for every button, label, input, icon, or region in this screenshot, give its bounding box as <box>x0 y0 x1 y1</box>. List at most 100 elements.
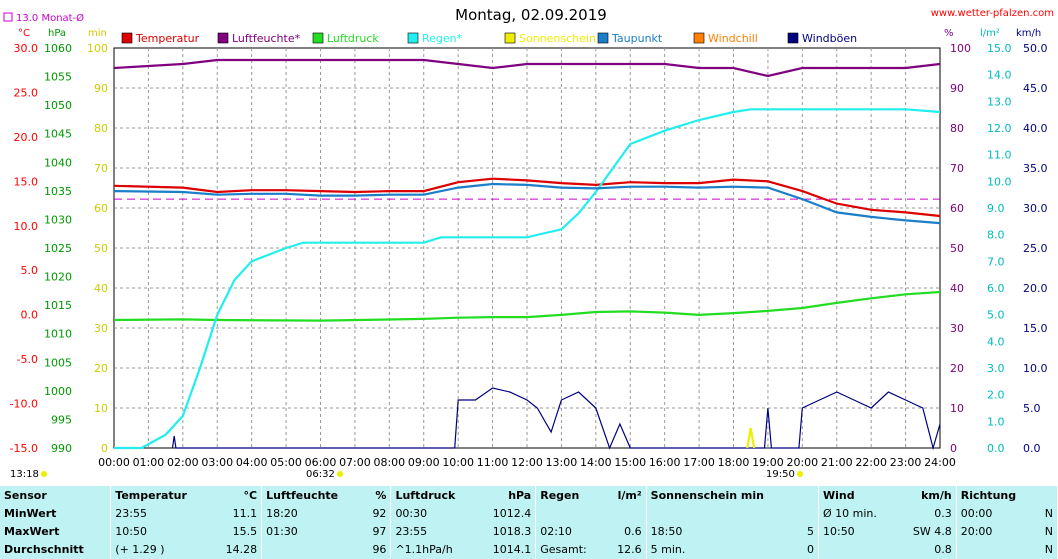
stats-header-row: Sensor Temperatur °C Luftfeuchte% Luftdruck h… <box>0 486 1058 505</box>
axis-tick-label: 60 <box>94 202 108 215</box>
x-tick-label: 00:00 <box>98 456 130 469</box>
legend-label: Windböen <box>802 32 857 45</box>
stats-header: Wind <box>822 488 855 502</box>
legend-label: Windchill <box>708 32 758 45</box>
series-line-windben <box>171 387 941 451</box>
x-tick-label: 02:00 <box>167 456 199 469</box>
x-tick-label: 14:00 <box>580 456 612 469</box>
series-line-temperatur <box>113 177 941 218</box>
x-tick-label: 19:00 <box>752 456 784 469</box>
axis-tick-label: 35.0 <box>1023 162 1048 175</box>
x-tick-label: 16:00 <box>649 456 681 469</box>
stats-header: Luftfeuchte <box>266 488 339 502</box>
axis-tick-label: 25.0 <box>1023 242 1048 255</box>
stats-cell: 12.6 <box>604 540 647 559</box>
axis-tick-label: 25.0 <box>14 86 39 99</box>
axis-tick-label: 3.0 <box>987 362 1005 375</box>
legend-swatch <box>217 32 229 44</box>
axis-tick-label: 0.0 <box>21 309 39 322</box>
legend-label: Regen* <box>422 32 463 45</box>
stats-cell <box>818 541 896 559</box>
monthly-avg-icon <box>3 12 13 22</box>
legend-label: Sonnenschein <box>519 32 596 45</box>
stats-cell: 97 <box>362 522 392 541</box>
series-line-sonnenschein <box>746 427 756 449</box>
stats-cell <box>536 504 605 522</box>
axis-tick-label: 20.0 <box>14 131 39 144</box>
site-link[interactable]: www.wetter-pfalzen.com <box>931 8 1054 19</box>
axis-tick-label: 1000 <box>44 385 72 398</box>
x-tick-label: 11:00 <box>477 456 509 469</box>
stats-header-unit <box>799 486 819 505</box>
stats-header: Sonnenschein min <box>650 488 764 502</box>
unit-percent: % <box>944 28 954 39</box>
chart-axes: 30.0 25.0 20.0 15.0 10.0 5.0 0.0 -5.0 -10.0 -15.0… <box>10 42 1048 469</box>
axis-tick-label: 9.0 <box>987 202 1005 215</box>
unit-min: min <box>88 28 107 39</box>
unit-rain: l/m² <box>980 28 1000 39</box>
legend-swatch <box>787 32 799 44</box>
stats-cell: 5 <box>799 522 819 541</box>
axis-tick-label: 10 <box>94 402 108 415</box>
axis-tick-label: 12.0 <box>987 122 1012 135</box>
stats-header: Temperatur <box>115 488 187 502</box>
axis-tick-label: 15.0 <box>987 42 1012 55</box>
chart-legend: Temperatur Luftfeuchte* Luftdruck Regen* Son… <box>121 32 857 45</box>
stats-cell: N <box>1036 504 1058 523</box>
x-tick-label: 08:00 <box>373 456 405 469</box>
stats-cell: Gesamt: <box>540 543 587 557</box>
axis-tick-label: 30.0 <box>1023 202 1048 215</box>
stats-header-unit: % <box>362 486 392 505</box>
axis-tick-label: 6.0 <box>987 282 1005 295</box>
axis-tick-label: 30 <box>950 322 964 335</box>
stats-header: Richtung <box>960 488 1017 502</box>
stats-cell: 0.6 <box>604 522 647 541</box>
stats-cell: 10:50 <box>115 525 147 539</box>
legend-swatch <box>407 32 419 44</box>
axis-tick-label: 1035 <box>44 185 72 198</box>
axis-tick-label: 1045 <box>44 128 72 141</box>
series-line-luftdruck <box>113 290 941 322</box>
stats-cell <box>956 541 1036 559</box>
stats-header: Luftdruck <box>395 488 456 502</box>
stats-cell: 0 <box>799 540 819 559</box>
axis-tick-label: 30.0 <box>14 42 39 55</box>
stats-cell: 01:30 <box>266 525 298 539</box>
legend-swatch <box>693 32 705 44</box>
x-tick-label: 01:00 <box>133 456 165 469</box>
axis-tick-label: 5.0 <box>21 264 39 277</box>
legend-label: Taupunkt <box>611 32 663 45</box>
axis-tick-label: 40 <box>950 282 964 295</box>
axis-tick-label: 40.0 <box>1023 122 1048 135</box>
x-tick-label: 13:00 <box>546 456 578 469</box>
x-tick-label: 20:00 <box>786 456 818 469</box>
axis-tick-label: 20 <box>950 362 964 375</box>
axis-tick-label: 20.0 <box>1023 282 1048 295</box>
axis-tick-label: 11.0 <box>987 149 1012 162</box>
stats-cell: 0.3 <box>896 504 957 523</box>
stats-row-label: MinWert <box>0 504 112 523</box>
stats-cell: 96 <box>362 540 392 559</box>
chart-grid <box>113 47 941 449</box>
axis-tick-label: 8.0 <box>987 229 1005 242</box>
stats-header-unit: km/h <box>896 486 957 505</box>
axis-tick-label: 50 <box>94 242 108 255</box>
stats-row: MaxWert 10:50 15.5 01:30 97 23:55 1018.3 02:10 0… <box>0 522 1058 541</box>
x-tick-label: 18:00 <box>718 456 750 469</box>
x-tick-label: 09:00 <box>408 456 440 469</box>
stats-cell: N <box>1036 540 1058 559</box>
stats-cell: 11.1 <box>211 504 263 523</box>
x-tick-label: 21:00 <box>821 456 853 469</box>
stats-cell: 00:30 <box>395 506 428 520</box>
stats-cell <box>262 541 363 559</box>
sunrise-time: 06:32 <box>306 469 335 480</box>
stats-cell: 23:55 <box>115 506 147 520</box>
x-tick-label: 24:00 <box>924 456 956 469</box>
stats-cell: 18:50 <box>650 525 683 539</box>
axis-tick-label: -5.0 <box>17 353 38 366</box>
stats-cell: 1018.3 <box>476 522 537 541</box>
axis-tick-label: 1025 <box>44 242 72 255</box>
stats-cell: Ø 10 min. <box>822 506 877 520</box>
stats-header: Regen <box>540 488 580 502</box>
stats-cell: 92 <box>362 504 392 523</box>
